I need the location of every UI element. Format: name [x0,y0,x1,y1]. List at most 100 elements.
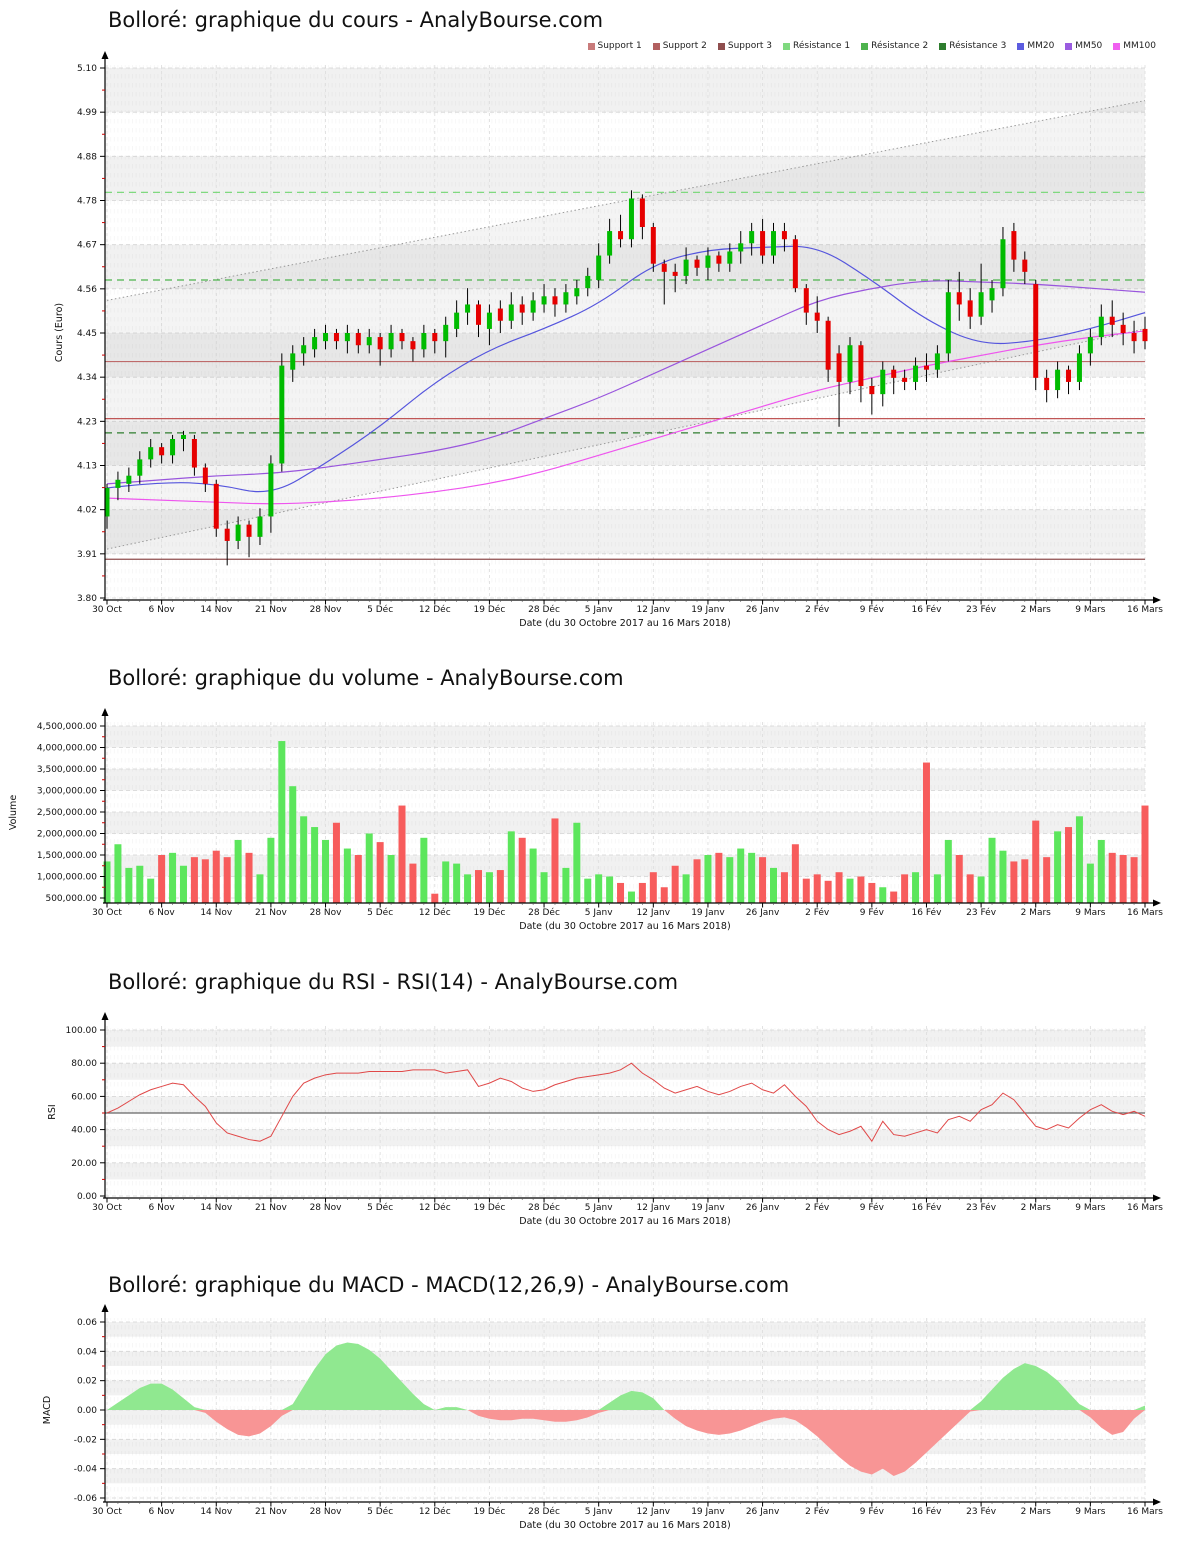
svg-text:5.10: 5.10 [77,64,97,74]
resistance-lines [105,191,1145,434]
svg-text:-0.04: -0.04 [74,1465,98,1475]
svg-text:100.00: 100.00 [66,1026,98,1036]
volume-axes: 4,500,000.00 4,000,000.00 3,500,000.00 3,00… [8,708,1163,932]
svg-text:6 Nov: 6 Nov [149,1203,176,1213]
svg-text:6 Nov: 6 Nov [149,908,176,918]
svg-text:9 Fév: 9 Fév [860,907,885,918]
macd-chart-title: Bolloré: graphique du MACD - MACD(12,26,… [108,1273,790,1297]
svg-text:12 Janv: 12 Janv [637,1203,671,1213]
svg-text:19 Janv: 19 Janv [691,1203,725,1213]
cours (euro)-axes: 5.10 4.99 4.88 4.78 4.67 4.56 4.45 4.34 4.23 4.13… [54,51,1163,629]
svg-text:21 Nov: 21 Nov [255,908,288,918]
svg-text:28 Déc: 28 Déc [528,1202,560,1213]
svg-text:16 Fév: 16 Fév [912,1202,943,1213]
legend-label: Support 1 [597,41,642,51]
legend-label: MM20 [1027,41,1055,51]
svg-text:2,500,000.00: 2,500,000.00 [37,808,97,818]
svg-text:28 Nov: 28 Nov [310,1203,343,1213]
svg-text:30 Oct: 30 Oct [92,908,122,918]
rsi-plot-background [105,1026,1146,1198]
macd-positive-area [107,1342,1145,1410]
svg-text:19 Déc: 19 Déc [474,1202,506,1213]
svg-text:26 Janv: 26 Janv [746,605,780,615]
svg-text:26 Janv: 26 Janv [746,908,780,918]
volume-chart-title: Bolloré: graphique du volume - AnalyBour… [108,666,624,690]
legend-label: Résistance 2 [871,41,929,51]
svg-text:30 Oct: 30 Oct [92,1203,122,1213]
svg-text:4.02: 4.02 [77,506,97,516]
svg-text:23 Fév: 23 Fév [966,604,997,615]
svg-text:23 Fév: 23 Fév [966,1506,997,1517]
svg-text:0.02: 0.02 [77,1377,97,1387]
svg-text:Cours (Euro): Cours (Euro) [54,303,65,362]
svg-text:12 Déc: 12 Déc [419,907,451,918]
svg-text:Date (du 30 Octobre 2017 au 16: Date (du 30 Octobre 2017 au 16 Mars 2018… [519,921,730,932]
svg-text:26 Janv: 26 Janv [746,1203,780,1213]
svg-text:9 Mars: 9 Mars [1075,1203,1106,1213]
svg-text:4.67: 4.67 [77,241,97,251]
svg-text:5 Déc: 5 Déc [367,1506,393,1517]
legend-item-résistance-2: Résistance 2 [861,41,928,51]
legend-label: Résistance 1 [793,41,851,51]
svg-text:21 Nov: 21 Nov [255,1507,288,1517]
legend-item-mm100: MM100 [1113,41,1156,51]
svg-text:60.00: 60.00 [71,1092,97,1102]
legend-swatch [1113,42,1121,50]
svg-text:4.45: 4.45 [77,329,97,339]
svg-text:16 Mars: 16 Mars [1127,1507,1163,1517]
svg-text:30 Oct: 30 Oct [92,605,122,615]
mm100-line [106,330,1146,505]
svg-text:16 Mars: 16 Mars [1127,605,1163,615]
svg-text:-0.02: -0.02 [74,1435,97,1445]
legend-label: Résistance 3 [949,41,1007,51]
svg-text:12 Déc: 12 Déc [419,1506,451,1517]
svg-text:0.04: 0.04 [77,1347,97,1357]
svg-text:16 Fév: 16 Fév [912,1506,943,1517]
legend-swatch [717,42,725,50]
legend-item-résistance-3: Résistance 3 [939,41,1006,51]
svg-text:12 Janv: 12 Janv [637,605,671,615]
price-chart-legend: Support 1 Support 2 Support 3 Résistance 1 R… [587,41,1156,51]
support-lines [105,360,1145,560]
svg-text:5 Déc: 5 Déc [367,1202,393,1213]
svg-text:26 Janv: 26 Janv [746,1507,780,1517]
svg-text:21 Nov: 21 Nov [255,1203,288,1213]
mm20-line [106,245,1146,493]
svg-text:9 Mars: 9 Mars [1075,908,1106,918]
svg-text:2 Mars: 2 Mars [1021,605,1052,615]
svg-text:RSI: RSI [47,1104,58,1119]
macd-negative-area [107,1410,1145,1476]
svg-text:9 Mars: 9 Mars [1075,605,1106,615]
price-chart-title: Bolloré: graphique du cours - AnalyBours… [108,8,604,32]
svg-text:3,500,000.00: 3,500,000.00 [37,765,97,775]
svg-text:12 Déc: 12 Déc [419,604,451,615]
svg-text:4.78: 4.78 [77,197,97,207]
legend-item-support-3: Support 3 [717,41,773,51]
svg-text:4,500,000.00: 4,500,000.00 [37,722,97,732]
legend-label: Support 3 [727,41,773,51]
svg-text:5 Janv: 5 Janv [585,605,613,615]
svg-text:9 Fév: 9 Fév [860,1202,885,1213]
svg-text:2 Fév: 2 Fév [805,1506,830,1517]
svg-text:19 Janv: 19 Janv [691,908,725,918]
svg-text:19 Janv: 19 Janv [691,1507,725,1517]
svg-text:Volume: Volume [8,795,19,830]
cours (euro)-plot-background [105,65,1146,600]
legend-swatch [1065,42,1073,50]
svg-text:2 Fév: 2 Fév [805,907,830,918]
svg-text:80.00: 80.00 [71,1059,97,1069]
moving-average-lines [106,245,1146,505]
candlesticks [104,190,1148,566]
legend-label: MM50 [1075,41,1103,51]
svg-text:4,000,000.00: 4,000,000.00 [37,744,97,754]
mm50-line [106,280,1146,485]
svg-text:1,000,000.00: 1,000,000.00 [37,873,97,883]
svg-text:19 Déc: 19 Déc [474,1506,506,1517]
svg-text:12 Janv: 12 Janv [637,908,671,918]
svg-text:0.00: 0.00 [77,1192,97,1202]
svg-text:MACD: MACD [42,1396,53,1424]
svg-text:16 Mars: 16 Mars [1127,908,1163,918]
svg-text:6 Nov: 6 Nov [149,605,176,615]
svg-text:4.99: 4.99 [77,108,97,118]
